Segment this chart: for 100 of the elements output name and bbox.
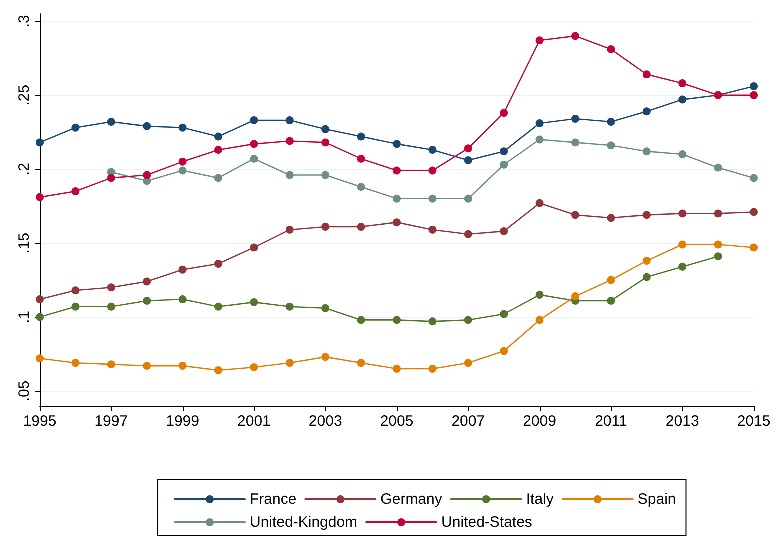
point <box>572 292 580 301</box>
point <box>214 260 222 268</box>
point <box>714 210 722 218</box>
point <box>428 365 437 374</box>
point <box>428 318 437 326</box>
point <box>536 119 544 128</box>
point <box>322 171 330 180</box>
point <box>250 154 258 163</box>
point <box>250 364 258 372</box>
point <box>178 362 187 370</box>
point <box>214 132 222 141</box>
point <box>428 226 437 234</box>
point <box>250 298 258 306</box>
point <box>143 278 152 286</box>
point <box>107 302 116 311</box>
point <box>107 360 116 369</box>
point <box>72 124 80 132</box>
point <box>322 125 330 134</box>
y-tick-label: .3 <box>16 15 33 28</box>
point <box>714 252 722 261</box>
point <box>572 115 580 124</box>
point <box>642 257 651 266</box>
point <box>357 132 366 141</box>
point <box>714 164 722 172</box>
point <box>678 262 687 271</box>
point <box>607 118 616 126</box>
x-tick-label: 2003 <box>308 413 342 430</box>
point <box>36 354 44 363</box>
point <box>464 316 472 324</box>
point <box>607 276 616 284</box>
point <box>357 316 366 324</box>
point <box>72 359 80 368</box>
point <box>72 302 80 311</box>
y-tick-label: .2 <box>16 163 33 176</box>
point <box>750 208 758 216</box>
point <box>607 296 616 305</box>
point <box>678 210 687 218</box>
point <box>393 140 401 148</box>
point <box>572 138 580 147</box>
point <box>178 295 187 304</box>
point <box>250 140 258 148</box>
point <box>143 296 152 305</box>
point <box>464 194 472 203</box>
point <box>500 109 508 118</box>
point <box>607 142 616 150</box>
y-tick-label: .15 <box>16 232 33 254</box>
point <box>464 359 472 368</box>
point <box>36 193 44 202</box>
y-tick-label: .05 <box>16 380 33 402</box>
point <box>286 359 294 368</box>
point <box>357 359 366 368</box>
point <box>214 146 222 154</box>
point <box>642 148 651 156</box>
point <box>536 291 544 300</box>
legend-label: United-Kingdom <box>250 514 358 531</box>
point <box>536 36 544 45</box>
point <box>322 353 330 362</box>
point <box>750 82 758 90</box>
point <box>286 226 294 234</box>
y-tick-label: .1 <box>16 310 33 324</box>
point <box>750 91 758 100</box>
point <box>642 273 651 282</box>
point <box>393 194 401 203</box>
point <box>500 310 508 318</box>
point <box>143 122 152 130</box>
point <box>678 96 687 104</box>
point <box>357 223 366 232</box>
point <box>143 362 152 370</box>
point <box>178 266 187 274</box>
point <box>214 174 222 182</box>
point <box>286 302 294 311</box>
point <box>750 174 758 182</box>
point <box>214 302 222 311</box>
legend-label: France <box>250 491 297 508</box>
point <box>536 316 544 324</box>
point <box>143 171 152 180</box>
point <box>393 166 401 175</box>
x-tick-label: 2001 <box>238 413 271 430</box>
point <box>572 211 580 220</box>
point <box>36 313 44 322</box>
x-tick-label: 1999 <box>166 413 200 430</box>
point <box>250 244 258 252</box>
x-tick-label: 2007 <box>452 413 486 430</box>
point <box>607 46 616 54</box>
point <box>572 32 580 40</box>
legend-label: Italy <box>526 491 554 508</box>
point <box>428 166 437 175</box>
point <box>428 146 437 154</box>
point <box>357 154 366 163</box>
point <box>500 227 508 236</box>
point <box>393 365 401 374</box>
point <box>464 230 472 238</box>
point <box>36 295 44 304</box>
point <box>178 158 187 166</box>
point <box>464 156 472 164</box>
x-tick-label: 2011 <box>595 413 628 430</box>
point <box>107 174 116 182</box>
point <box>286 171 294 180</box>
point <box>107 118 116 126</box>
point <box>642 211 651 220</box>
